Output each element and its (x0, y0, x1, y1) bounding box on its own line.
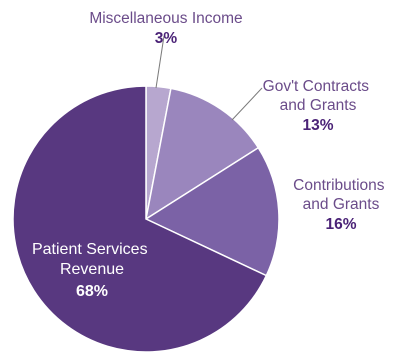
slice-value-govt: 13% (302, 117, 333, 134)
leader-lines (155, 35, 263, 121)
slice-label-misc: Miscellaneous Income (89, 10, 242, 27)
leader-line-misc (155, 35, 165, 89)
slice-value-misc: 3% (155, 30, 178, 47)
slice-label-patient: Patient Services Revenue (32, 241, 152, 278)
slice-govt (144, 87, 260, 221)
pie-slices (12, 85, 280, 353)
slice-contrib (144, 146, 280, 277)
slice-label-govt: Gov't Contracts and Grants (263, 78, 374, 114)
slice-label-contrib: Contributions and Grants (293, 177, 389, 213)
slice-value-patient: 68% (76, 283, 108, 300)
leader-line-govt (231, 87, 263, 121)
slice-value-contrib: 16% (325, 216, 356, 233)
slice-patient (12, 85, 268, 353)
